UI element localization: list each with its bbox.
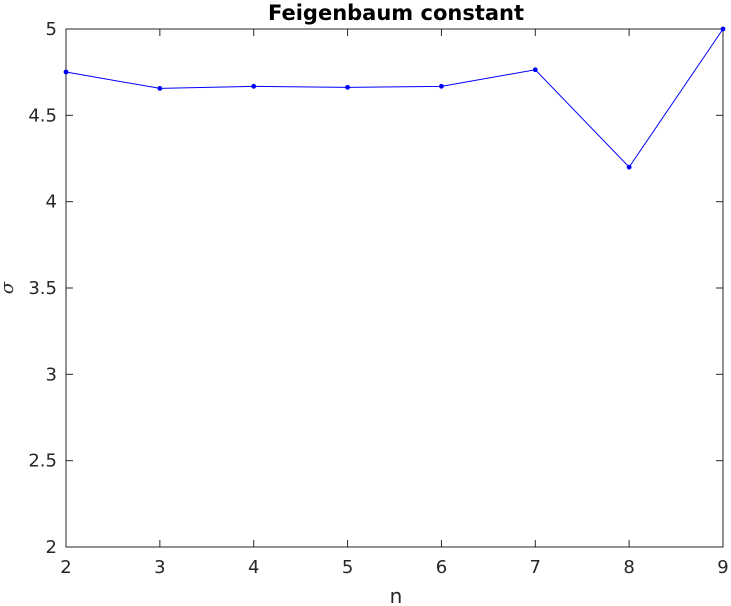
x-tick-label: 2	[60, 557, 71, 578]
y-tick-label: 4.5	[28, 105, 57, 126]
y-tick-label: 5	[46, 19, 57, 40]
y-tick-label: 2	[46, 537, 57, 558]
data-point	[720, 26, 726, 32]
x-tick-label: 4	[248, 557, 259, 578]
y-tick-label: 4	[46, 192, 57, 213]
data-point	[626, 164, 632, 170]
y-axis: 2 2.5 3 3.5 4 4.5 5	[28, 19, 723, 558]
x-axis-label: n	[390, 584, 403, 606]
data-point	[532, 67, 538, 73]
data-point	[345, 84, 350, 90]
y-tick-label: 3	[46, 364, 57, 385]
y-axis-label: σ	[0, 281, 18, 294]
x-tick-label: 8	[623, 557, 634, 578]
x-tick-label: 5	[342, 557, 353, 578]
data-point	[63, 69, 69, 75]
plot-area	[65, 28, 724, 548]
series-markers	[63, 26, 726, 170]
x-tick-label: 7	[530, 557, 541, 578]
x-tick-label: 3	[154, 557, 165, 578]
x-tick-label: 6	[436, 557, 447, 578]
y-tick-label: 3.5	[28, 278, 57, 299]
y-tick-label: 2.5	[28, 451, 57, 472]
data-point	[157, 85, 163, 91]
data-point	[251, 83, 257, 89]
series-line	[65, 28, 724, 168]
data-point	[439, 83, 444, 89]
chart-title: Feigenbaum constant	[268, 1, 524, 25]
x-tick-label: 9	[717, 557, 728, 578]
